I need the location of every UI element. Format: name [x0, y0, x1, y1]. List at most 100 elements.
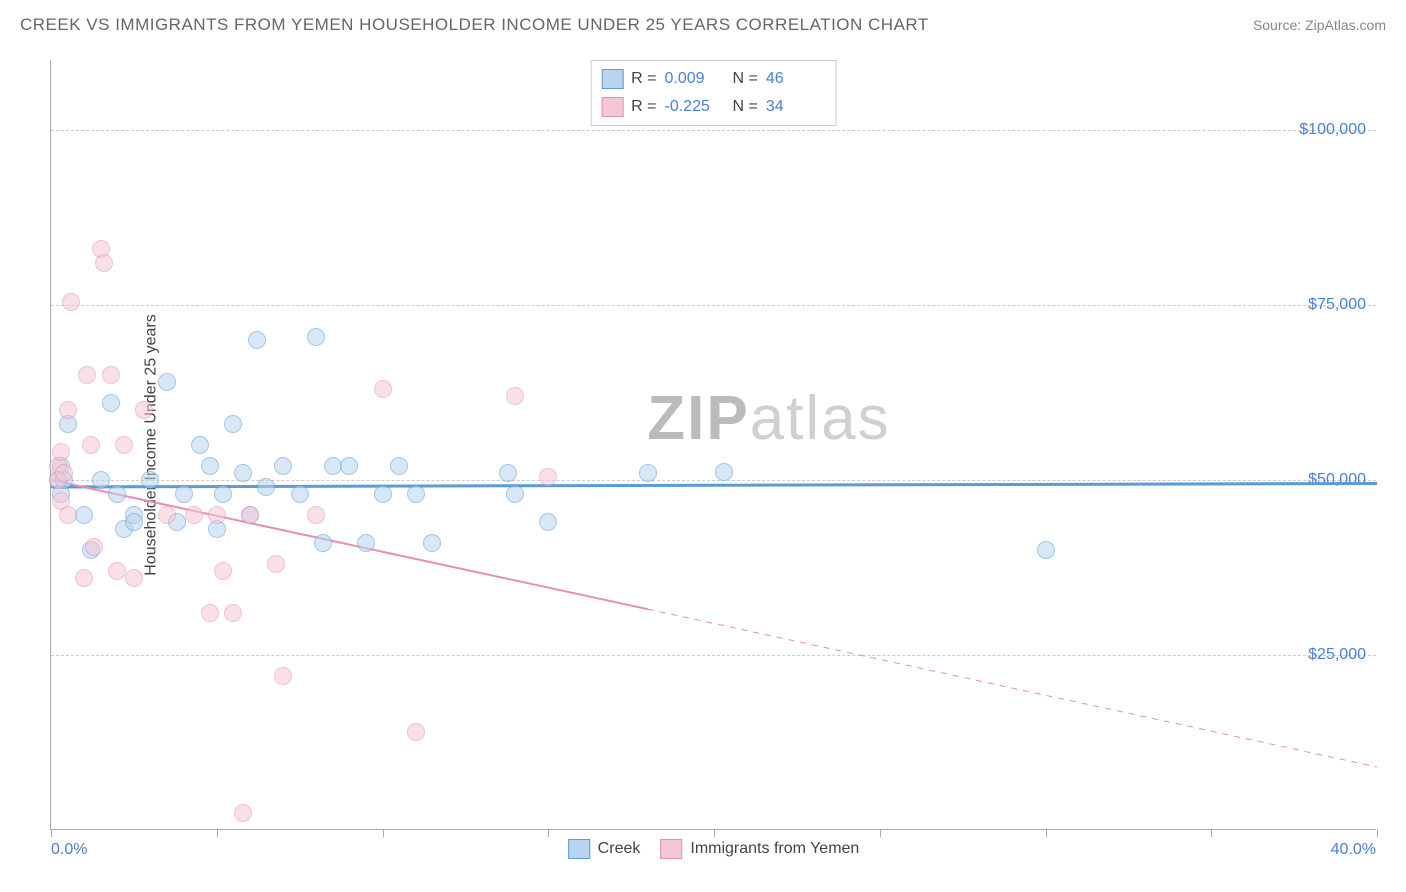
source-attribution: Source: ZipAtlas.com [1253, 17, 1386, 33]
data-point [307, 328, 325, 346]
n-label: N = [733, 70, 758, 88]
n-value-yemen: 34 [766, 98, 826, 116]
trend-line-solid [51, 480, 648, 609]
data-point [639, 464, 657, 482]
data-point [423, 534, 441, 552]
y-tick-label: $100,000 [1299, 121, 1366, 139]
data-point [158, 373, 176, 391]
data-point [78, 366, 96, 384]
data-point [291, 485, 309, 503]
data-point [407, 485, 425, 503]
data-point [214, 562, 232, 580]
data-point [1037, 541, 1055, 559]
data-point [340, 457, 358, 475]
data-point [125, 569, 143, 587]
data-point [102, 366, 120, 384]
data-point [224, 415, 242, 433]
r-label: R = [631, 98, 656, 116]
data-point [274, 457, 292, 475]
stat-row-creek: R = 0.009 N = 46 [601, 65, 826, 93]
data-point [234, 804, 252, 822]
data-point [175, 485, 193, 503]
x-tick [548, 829, 549, 837]
data-point [506, 387, 524, 405]
x-tick [1046, 829, 1047, 837]
data-point [59, 401, 77, 419]
data-point [108, 485, 126, 503]
watermark-bold: ZIP [647, 384, 749, 453]
data-point [241, 506, 259, 524]
grid-line [51, 130, 1376, 131]
x-tick [1211, 829, 1212, 837]
n-value-creek: 46 [766, 70, 826, 88]
data-point [59, 506, 77, 524]
data-point [208, 506, 226, 524]
x-tick [383, 829, 384, 837]
data-point [274, 667, 292, 685]
data-point [324, 457, 342, 475]
data-point [158, 506, 176, 524]
data-point [374, 485, 392, 503]
data-point [201, 604, 219, 622]
data-point [92, 471, 110, 489]
data-point [248, 331, 266, 349]
correlation-stats-box: R = 0.009 N = 46 R = -0.225 N = 34 [590, 60, 837, 126]
data-point [499, 464, 517, 482]
data-point [214, 485, 232, 503]
y-tick-label: $75,000 [1308, 296, 1366, 314]
data-point [75, 569, 93, 587]
y-axis-label: Householder Income Under 25 years [143, 314, 161, 575]
data-point [52, 443, 70, 461]
trend-lines [51, 60, 1377, 830]
legend-label-yemen: Immigrants from Yemen [690, 840, 859, 858]
data-point [224, 604, 242, 622]
data-point [257, 478, 275, 496]
data-point [267, 555, 285, 573]
data-point [82, 436, 100, 454]
x-tick [51, 829, 52, 837]
r-value-yemen: -0.225 [665, 98, 725, 116]
data-point [75, 506, 93, 524]
y-tick-label: $25,000 [1308, 646, 1366, 664]
stat-row-yemen: R = -0.225 N = 34 [601, 93, 826, 121]
n-label: N = [733, 98, 758, 116]
data-point [85, 538, 103, 556]
y-tick-label: $50,000 [1308, 471, 1366, 489]
data-point [539, 513, 557, 531]
yemen-swatch [660, 839, 682, 859]
creek-swatch [601, 69, 623, 89]
x-tick [1377, 829, 1378, 837]
data-point [185, 506, 203, 524]
data-point [374, 380, 392, 398]
data-point [201, 457, 219, 475]
legend: Creek Immigrants from Yemen [568, 839, 860, 859]
x-tick [714, 829, 715, 837]
data-point [539, 468, 557, 486]
data-point [102, 394, 120, 412]
data-point [125, 513, 143, 531]
x-tick [880, 829, 881, 837]
r-label: R = [631, 70, 656, 88]
data-point [390, 457, 408, 475]
yemen-swatch [601, 97, 623, 117]
data-point [135, 401, 153, 419]
x-tick [217, 829, 218, 837]
data-point [407, 723, 425, 741]
data-point [234, 464, 252, 482]
data-point [62, 293, 80, 311]
trend-line-dashed [648, 609, 1377, 767]
legend-label-creek: Creek [598, 840, 641, 858]
data-point [307, 506, 325, 524]
data-point [715, 463, 733, 481]
chart-title: CREEK VS IMMIGRANTS FROM YEMEN HOUSEHOLD… [20, 15, 929, 35]
watermark-light: atlas [750, 384, 891, 453]
creek-swatch [568, 839, 590, 859]
grid-line [51, 655, 1376, 656]
data-point [115, 436, 133, 454]
data-point [357, 534, 375, 552]
data-point [55, 464, 73, 482]
data-point [141, 471, 159, 489]
data-point [314, 534, 332, 552]
data-point [108, 562, 126, 580]
data-point [191, 436, 209, 454]
